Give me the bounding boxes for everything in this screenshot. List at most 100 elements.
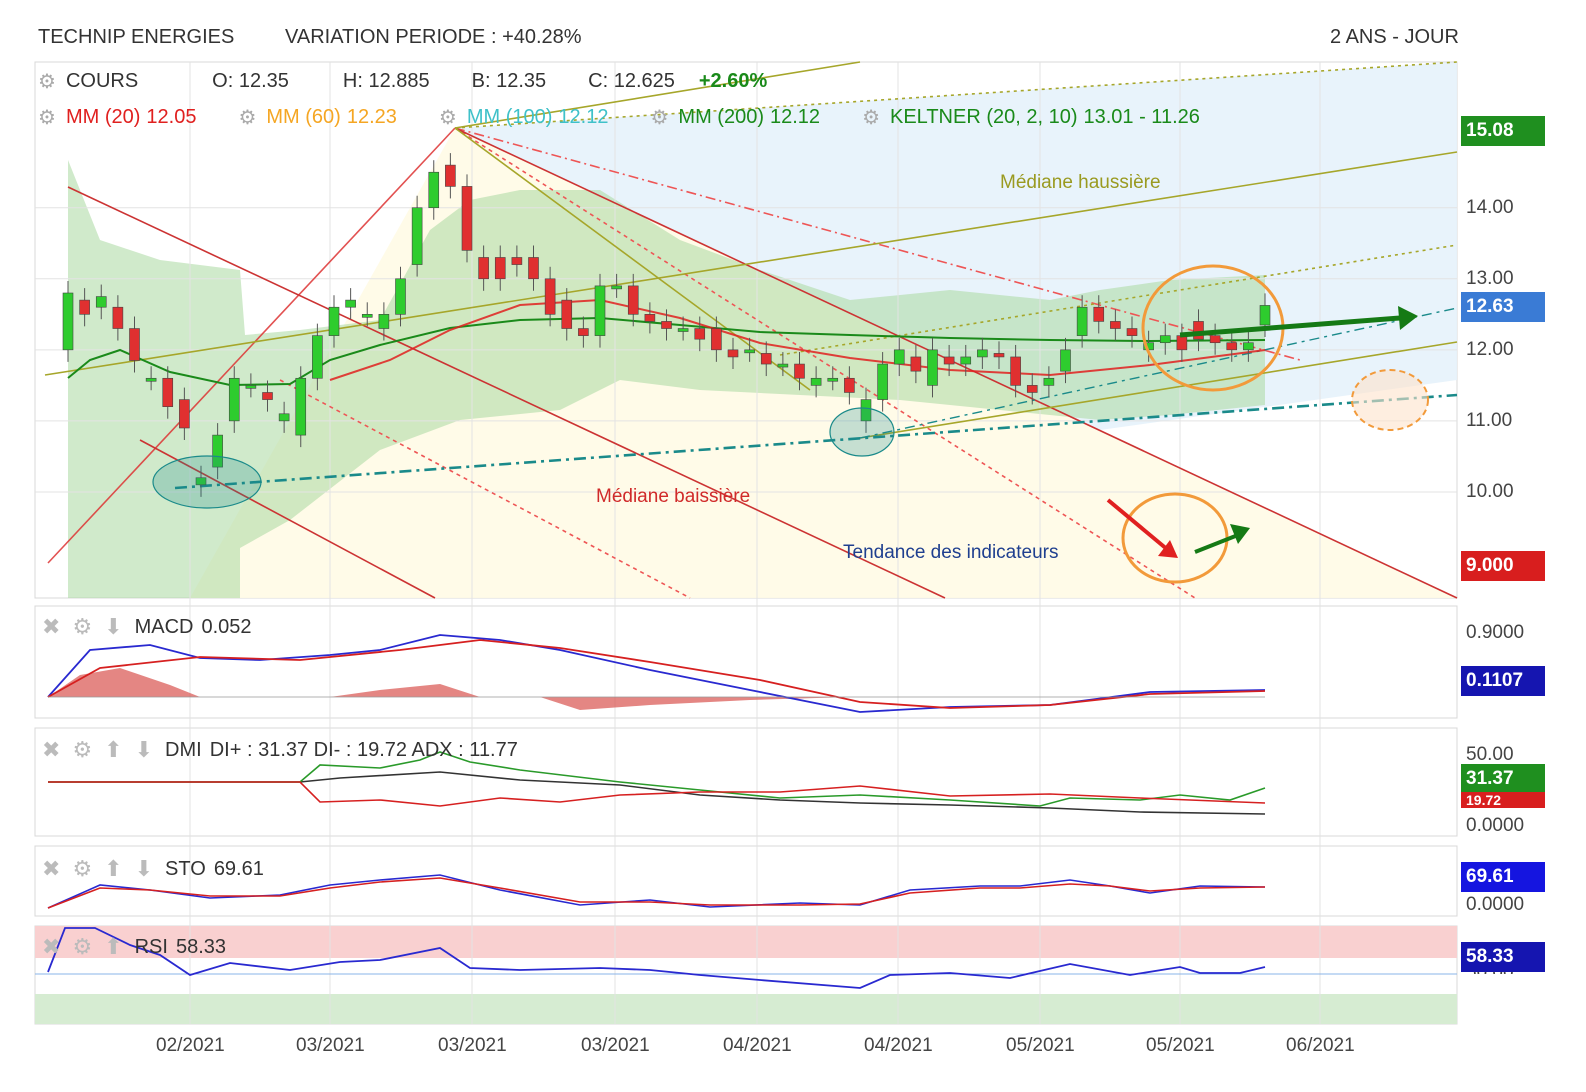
period-variation: VARIATION PERIODE : +40.28% bbox=[285, 26, 582, 48]
candle bbox=[860, 399, 872, 422]
candle bbox=[478, 257, 489, 280]
close-icon[interactable]: ✖ bbox=[42, 614, 61, 639]
highlights bbox=[152, 264, 1429, 584]
rsi-label: RSI bbox=[134, 935, 168, 958]
x-tick-label: 03/2021 bbox=[581, 1035, 650, 1056]
candle bbox=[212, 434, 223, 468]
candle bbox=[361, 314, 373, 318]
rsi-badge: 58.33 bbox=[1461, 942, 1545, 972]
candle bbox=[411, 207, 423, 265]
gear-icon[interactable]: ⚙ bbox=[650, 107, 669, 129]
macd-value: 0.052 bbox=[201, 615, 252, 638]
low-ellipse-left bbox=[152, 455, 262, 509]
mm20-label: MM (20) bbox=[65, 106, 141, 128]
candle bbox=[1226, 342, 1238, 351]
dmi-panel-frame bbox=[34, 727, 1458, 837]
candle bbox=[95, 296, 107, 308]
dmi-minus-line bbox=[48, 781, 1266, 807]
mm60-label: MM (60) bbox=[266, 106, 341, 128]
candle bbox=[461, 186, 473, 251]
mm100-value: 12.12 bbox=[558, 106, 609, 128]
candle bbox=[794, 363, 805, 379]
rsi-title: ✖ ⚙ ⬆ RSI 58.33 bbox=[42, 934, 226, 960]
support-trend-line bbox=[174, 393, 1458, 490]
mm100-label: MM (100) bbox=[466, 106, 553, 128]
candle bbox=[727, 349, 739, 358]
bear-fork-dashed-1 bbox=[279, 379, 691, 599]
gear-icon[interactable]: ⚙ bbox=[72, 614, 93, 639]
gear-icon[interactable]: ⚙ bbox=[238, 107, 257, 129]
arrow-up-icon[interactable]: ⬆ bbox=[104, 934, 123, 959]
candle bbox=[1243, 342, 1254, 351]
y-tick-label: 14.00 bbox=[1466, 196, 1514, 218]
keltner-value: 13.01 - 11.26 bbox=[1083, 106, 1200, 128]
y-tick-label: 13.00 bbox=[1466, 267, 1514, 289]
cours-label: COURS bbox=[65, 70, 139, 92]
gear-icon[interactable]: ⚙ bbox=[438, 107, 457, 129]
candle bbox=[1126, 328, 1138, 336]
x-tick-label: 04/2021 bbox=[864, 1035, 933, 1056]
bull-fork-lower-line bbox=[859, 341, 1458, 439]
rsi-value: 58.33 bbox=[175, 935, 227, 958]
high-value: H: 12.885 bbox=[342, 70, 430, 92]
tendance-indicateurs-label: Tendance des indicateurs bbox=[843, 542, 1059, 563]
candle bbox=[561, 299, 573, 329]
arrow-down-icon[interactable]: ⬇ bbox=[134, 737, 154, 762]
candle bbox=[893, 349, 905, 365]
candle bbox=[744, 349, 755, 354]
candle bbox=[79, 299, 90, 315]
sto-title: ✖ ⚙ ⬆ ⬇ STO 69.61 bbox=[42, 856, 264, 882]
macd-panel-frame bbox=[34, 605, 1458, 719]
close-icon[interactable]: ✖ bbox=[42, 934, 61, 959]
candle bbox=[910, 356, 922, 372]
candle bbox=[345, 299, 356, 308]
gear-icon[interactable]: ⚙ bbox=[862, 107, 880, 129]
close-icon[interactable]: ✖ bbox=[42, 856, 61, 881]
low-value: B: 12.35 bbox=[471, 70, 547, 92]
dmi-plus-line bbox=[48, 751, 1266, 807]
arrow-up-icon[interactable]: ⬆ bbox=[104, 856, 123, 881]
arrow-up-icon[interactable]: ⬆ bbox=[104, 737, 123, 762]
open-value: O: 12.35 bbox=[212, 70, 289, 92]
bull-fork-diag bbox=[454, 127, 811, 391]
bear-fork-lower-line bbox=[139, 439, 436, 599]
mediane-baissiere-label: Médiane baissière bbox=[596, 486, 751, 507]
gear-icon[interactable]: ⚙ bbox=[72, 856, 93, 881]
gear-icon[interactable]: ⚙ bbox=[72, 737, 93, 762]
green-trend-arrow bbox=[1179, 315, 1401, 338]
rsi-overbought-zone bbox=[35, 926, 1457, 958]
candle bbox=[777, 363, 789, 368]
orange-circle-dashed bbox=[1351, 369, 1429, 431]
candle bbox=[1093, 306, 1105, 322]
arrow-down-icon[interactable]: ⬇ bbox=[134, 856, 154, 881]
period-selector[interactable]: 2 ANS - JOUR bbox=[1330, 26, 1459, 48]
mm200-line bbox=[67, 316, 1266, 387]
candle bbox=[1060, 349, 1071, 372]
dmi-minus-badge: 19.72 bbox=[1461, 792, 1545, 808]
red-down-arrow bbox=[1106, 498, 1170, 552]
cours-legend: ⚙ COURS O: 12.35 H: 12.885 B: 12.35 C: 1… bbox=[38, 69, 773, 94]
candle bbox=[195, 477, 207, 486]
close-icon[interactable]: ✖ bbox=[42, 737, 61, 762]
x-tick-label: 06/2021 bbox=[1286, 1035, 1355, 1056]
arrow-down-icon[interactable]: ⬇ bbox=[104, 614, 123, 639]
candle bbox=[228, 377, 240, 422]
candle bbox=[428, 171, 440, 209]
support-trend-line-2 bbox=[859, 307, 1458, 439]
y-tick-label: 10.00 bbox=[1466, 480, 1514, 502]
instrument-name: TECHNIP ENERGIES bbox=[38, 26, 235, 48]
dmi-plus-badge: 31.37 bbox=[1461, 764, 1545, 794]
low-price-badge: 9.000 bbox=[1461, 551, 1545, 581]
candle bbox=[179, 399, 190, 429]
dmi-value: DI+ : 31.37 DI- : 19.72 ADX : 11.77 bbox=[209, 738, 518, 761]
sto-value: 69.61 bbox=[213, 857, 264, 880]
gear-icon[interactable]: ⚙ bbox=[38, 107, 56, 129]
gear-icon[interactable]: ⚙ bbox=[72, 934, 93, 959]
candle bbox=[129, 328, 140, 361]
candle bbox=[1043, 377, 1055, 386]
candle bbox=[694, 328, 706, 340]
gear-icon[interactable]: ⚙ bbox=[38, 71, 56, 93]
candle bbox=[245, 385, 257, 389]
macd-title: ✖ ⚙ ⬇ MACD 0.052 bbox=[42, 614, 252, 640]
